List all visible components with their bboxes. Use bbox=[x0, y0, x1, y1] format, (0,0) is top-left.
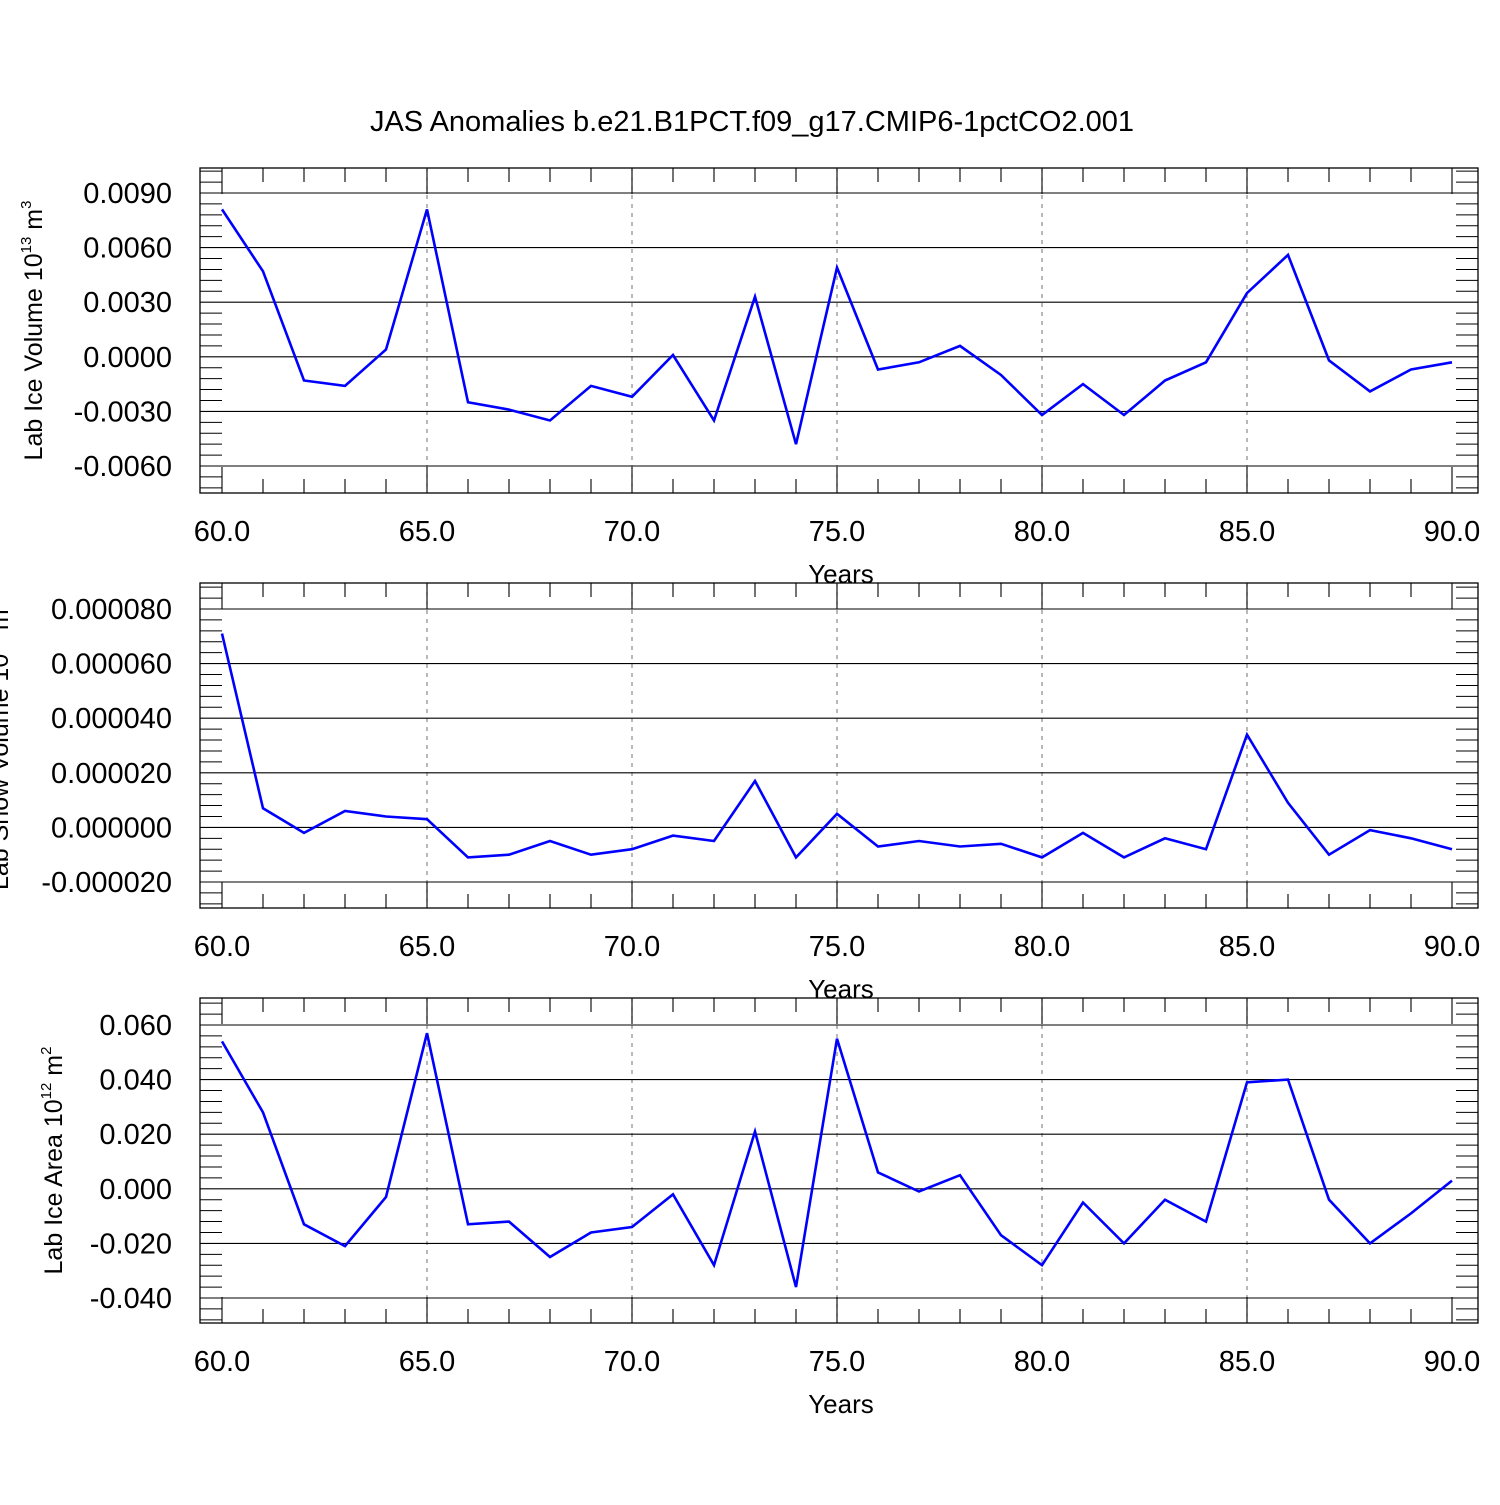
y-axis-title-part: Lab Ice Area 10 bbox=[40, 1099, 68, 1274]
y-tick-label: -0.0030 bbox=[74, 396, 172, 428]
plot-frame bbox=[199, 167, 1479, 494]
panels: -0.0060 -0.0030 0.0000 0.0030 0.0060 0.0090 60… bbox=[0, 167, 1480, 1419]
x-tick-label: 90.0 bbox=[1424, 931, 1480, 963]
x-tick-label: 85.0 bbox=[1219, 516, 1275, 548]
x-tick-label: 80.0 bbox=[1014, 516, 1070, 548]
y-axis-title: Lab Snow Volume 1013 m3 bbox=[0, 601, 14, 890]
x-tick-label: 75.0 bbox=[809, 516, 865, 548]
x-tick-label: 80.0 bbox=[1014, 1346, 1070, 1378]
y-axis-title-superscript: 3 bbox=[0, 601, 1, 609]
series-line bbox=[220, 208, 1453, 445]
x-tick-label: 75.0 bbox=[809, 1346, 865, 1378]
y-axis-title-superscript: 13 bbox=[18, 237, 35, 254]
y-tick-label: 0.000 bbox=[99, 1174, 172, 1206]
y-axis-title: Lab Ice Volume 1013 m3 bbox=[18, 201, 48, 461]
y-axis-title: Lab Ice Area 1012 m2 bbox=[38, 1047, 68, 1275]
x-tick-label: 90.0 bbox=[1424, 516, 1480, 548]
y-tick-label: 0.000060 bbox=[51, 649, 172, 681]
y-tick-label: 0.0090 bbox=[83, 178, 172, 210]
x-axis-title: Years bbox=[808, 1389, 874, 1419]
y-tick-label: 0.0000 bbox=[83, 342, 172, 374]
x-tick-label: 65.0 bbox=[399, 1346, 455, 1378]
x-tick-label: 60.0 bbox=[194, 516, 250, 548]
x-tick-label: 60.0 bbox=[194, 931, 250, 963]
y-tick-label: 0.000040 bbox=[51, 703, 172, 735]
y-axis-title-part: m bbox=[40, 1055, 68, 1083]
y-tick-label: -0.020 bbox=[90, 1228, 172, 1260]
y-tick-label: 0.040 bbox=[99, 1065, 172, 1097]
y-axis-title-part: Lab Ice Volume 10 bbox=[20, 253, 48, 460]
x-tick-label: 80.0 bbox=[1014, 931, 1070, 963]
x-tick-label: 70.0 bbox=[604, 516, 660, 548]
series-line bbox=[220, 633, 1453, 860]
figure-title: JAS Anomalies b.e21.B1PCT.f09_g17.CMIP6-… bbox=[370, 106, 1134, 138]
y-tick-label: 0.000000 bbox=[51, 812, 172, 844]
y-tick-label: 0.060 bbox=[99, 1010, 172, 1042]
x-axis-title: Years bbox=[808, 974, 874, 1004]
x-tick-label: 65.0 bbox=[399, 516, 455, 548]
x-tick-label: 70.0 bbox=[604, 931, 660, 963]
y-axis-title-part: m bbox=[0, 609, 14, 637]
y-tick-label: 0.0030 bbox=[83, 287, 172, 319]
x-tick-label: 90.0 bbox=[1424, 1346, 1480, 1378]
y-tick-label: 0.020 bbox=[99, 1119, 172, 1151]
x-tick-label: 85.0 bbox=[1219, 1346, 1275, 1378]
x-tick-label: 75.0 bbox=[809, 931, 865, 963]
chart-panel-1: -0.0060 -0.0030 0.0000 0.0030 0.0060 0.0090 60… bbox=[18, 167, 1480, 589]
plot-frame bbox=[199, 997, 1479, 1324]
y-axis-title-superscript: 2 bbox=[38, 1047, 55, 1055]
y-tick-label: -0.000020 bbox=[41, 867, 172, 899]
y-axis-title-part: m bbox=[20, 209, 48, 237]
y-tick-label: 0.000020 bbox=[51, 758, 172, 790]
y-tick-label: -0.0060 bbox=[74, 451, 172, 483]
y-axis-title-part: Lab Snow Volume 10 bbox=[0, 654, 14, 890]
x-tick-label: 85.0 bbox=[1219, 931, 1275, 963]
x-tick-label: 70.0 bbox=[604, 1346, 660, 1378]
y-axis-title-superscript: 13 bbox=[0, 637, 1, 654]
x-tick-label: 65.0 bbox=[399, 931, 455, 963]
plot-frame bbox=[199, 582, 1479, 909]
y-tick-label: 0.0060 bbox=[83, 233, 172, 265]
x-axis-title: Years bbox=[808, 559, 874, 589]
series-line bbox=[220, 1032, 1453, 1288]
x-tick-label: 60.0 bbox=[194, 1346, 250, 1378]
y-axis-title-superscript: 3 bbox=[18, 201, 35, 209]
y-tick-label: 0.000080 bbox=[51, 594, 172, 626]
chart-panel-2: -0.000020 0.000000 0.000020 0.000040 0.00006… bbox=[0, 582, 1480, 1004]
y-tick-label: -0.040 bbox=[90, 1283, 172, 1315]
y-axis-title-superscript: 12 bbox=[38, 1083, 55, 1100]
chart-panel-3: -0.040 -0.020 0.000 0.020 0.040 0.060 60.0 65.0… bbox=[38, 997, 1480, 1419]
